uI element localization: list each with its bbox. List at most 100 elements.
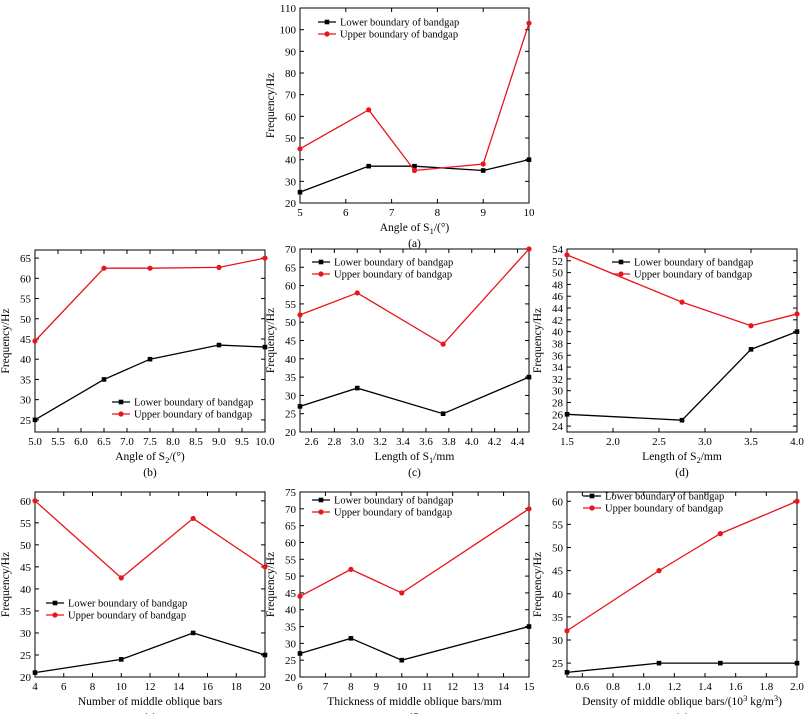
- series-upper: [564, 252, 800, 329]
- data-point: [718, 660, 723, 666]
- x-tick-label: 4: [32, 681, 38, 693]
- legend-entry: Upper boundary of bandgap: [312, 508, 452, 519]
- data-point: [32, 338, 38, 344]
- series-line: [566, 254, 798, 327]
- y-tick-label: 50: [285, 317, 297, 329]
- data-point: [297, 593, 303, 599]
- x-tick-label: 1.0: [637, 681, 651, 693]
- legend-marker: [118, 399, 124, 405]
- x-tick-label: 10: [396, 681, 408, 693]
- data-point: [564, 252, 570, 258]
- data-point: [656, 568, 662, 574]
- data-point: [526, 157, 532, 162]
- x-tick-label: 8.0: [166, 436, 180, 448]
- y-tick-label: 55: [285, 554, 297, 566]
- x-tick-label: 8: [90, 681, 96, 693]
- data-point: [32, 670, 38, 675]
- x-tick-label: 1.5: [560, 436, 574, 448]
- legend-label: Upper boundary of bandgap: [334, 508, 452, 519]
- y-axis-title: Frequency/Hz: [265, 552, 277, 617]
- data-point: [366, 163, 371, 169]
- plot-frame: [566, 491, 798, 678]
- y-tick-label: 25: [285, 655, 297, 667]
- x-tick-label: 20: [260, 681, 272, 693]
- x-tick-label: 9: [480, 207, 486, 219]
- x-tick-label: 3.6: [419, 436, 433, 448]
- y-tick-label: 40: [552, 589, 564, 601]
- y-tick-label: 55: [20, 294, 32, 306]
- y-axis-title: Frequency/Hz: [0, 308, 12, 373]
- data-point: [679, 417, 685, 423]
- x-tick-label: 3.5: [744, 436, 758, 448]
- y-tick-label: 42: [552, 315, 563, 327]
- x-tick-label: 6.5: [97, 436, 111, 448]
- data-point: [297, 189, 303, 195]
- x-tick-label: 0.6: [575, 681, 589, 693]
- y-tick-label: 40: [285, 354, 297, 366]
- y-tick-label: 46: [552, 291, 564, 303]
- data-point: [794, 329, 800, 334]
- y-tick-label: 60: [285, 537, 297, 549]
- x-tick-label: 4.0: [790, 436, 804, 448]
- series-lower: [32, 342, 268, 423]
- panel-caption: (e): [144, 712, 157, 714]
- y-tick-label: 40: [20, 354, 32, 366]
- x-tick-label: 3.2: [373, 436, 387, 448]
- data-point: [564, 411, 570, 417]
- y-tick-label: 32: [552, 374, 563, 386]
- x-tick-label: 10: [116, 681, 128, 693]
- y-tick-label: 55: [552, 519, 564, 531]
- y-tick-label: 20: [285, 672, 297, 684]
- x-tick-label: 2.0: [606, 436, 620, 448]
- y-tick-label: 60: [285, 111, 297, 123]
- x-tick-label: 16: [202, 681, 214, 693]
- plot-frame: [299, 7, 530, 204]
- x-tick-label: 12: [145, 681, 156, 693]
- series-lower: [564, 660, 800, 675]
- data-point: [262, 255, 268, 261]
- y-tick-label: 30: [20, 628, 32, 640]
- series-line: [566, 500, 798, 632]
- x-tick-label: 9: [374, 681, 380, 693]
- x-axis-title: Angle of S1/(°): [380, 222, 450, 236]
- x-tick-label: 6: [61, 681, 67, 693]
- data-point: [262, 652, 268, 658]
- panel-caption: (c): [408, 467, 421, 479]
- y-tick-label: 28: [552, 397, 564, 409]
- legend-entry: Upper boundary of bandgap: [312, 270, 452, 281]
- data-point: [118, 575, 124, 581]
- y-tick-label: 50: [552, 543, 564, 555]
- legend-label: Lower boundary of bandgap: [68, 599, 187, 610]
- y-tick-label: 110: [280, 3, 297, 15]
- x-tick-label: 9.5: [235, 436, 249, 448]
- series-lower: [32, 630, 268, 675]
- legend-marker: [618, 259, 624, 265]
- series-line: [34, 632, 266, 674]
- legend-label: Upper boundary of bandgap: [334, 270, 452, 281]
- x-tick-label: 6.0: [74, 436, 88, 448]
- legend-marker: [52, 600, 58, 606]
- y-tick-label: 25: [20, 650, 32, 662]
- y-tick-label: 45: [20, 334, 32, 346]
- legend-label: Upper boundary of bandgap: [605, 504, 723, 515]
- legend-entry: Upper boundary of bandgap: [46, 611, 186, 622]
- data-point: [32, 498, 38, 504]
- legend-marker: [589, 493, 595, 499]
- legend-entry: Upper boundary of bandgap: [583, 504, 723, 515]
- y-tick-label: 45: [285, 588, 297, 600]
- y-tick-label: 54: [552, 244, 564, 256]
- x-tick-label: 4.4: [511, 436, 525, 448]
- x-tick-label: 7: [323, 681, 329, 693]
- legend-marker: [52, 612, 58, 618]
- data-point: [794, 660, 800, 666]
- legend-label: Lower boundary of bandgap: [340, 18, 459, 29]
- x-tick-label: 4.2: [488, 436, 502, 448]
- legend-label: Upper boundary of bandgap: [340, 30, 458, 41]
- y-tick-label: 50: [285, 571, 297, 583]
- y-tick-label: 44: [552, 303, 564, 315]
- legend-entry: Lower boundary of bandgap: [46, 599, 187, 610]
- legend-label: Upper boundary of bandgap: [134, 410, 252, 421]
